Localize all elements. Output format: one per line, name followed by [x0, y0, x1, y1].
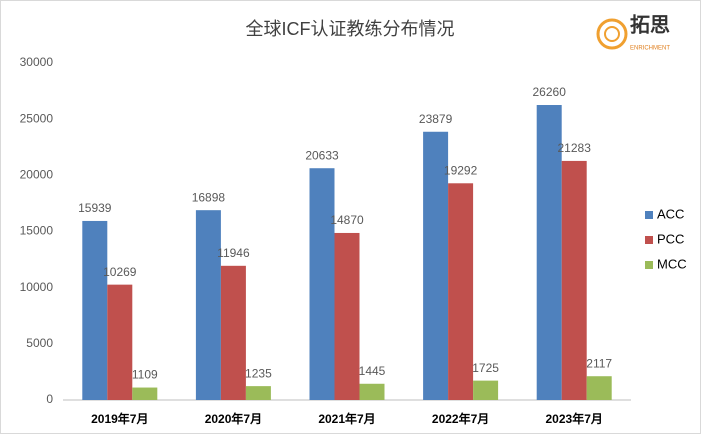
x-tick-label: 2021年7月 [318, 411, 375, 426]
bar [448, 183, 474, 400]
data-label: 11946 [217, 246, 250, 260]
x-tick-label: 2020年7月 [205, 411, 262, 426]
data-label: 21283 [558, 141, 592, 155]
bar [132, 387, 158, 400]
logo: 拓思 ENRICHMENT [596, 13, 670, 52]
bar [473, 380, 499, 400]
y-tick-label: 15000 [20, 224, 54, 238]
bar [586, 376, 612, 400]
bar [561, 160, 587, 400]
data-label: 15939 [78, 201, 112, 215]
bar [334, 232, 360, 400]
bar [245, 386, 271, 400]
data-label: 1109 [132, 368, 158, 382]
bar [536, 105, 562, 400]
legend-label: PCC [657, 231, 684, 246]
data-label: 1725 [472, 361, 499, 375]
data-label: 23879 [419, 112, 453, 126]
legend-swatch [645, 236, 653, 244]
bar [220, 265, 246, 400]
bar [82, 220, 108, 400]
legend-label: ACC [657, 206, 684, 221]
data-label: 19292 [444, 163, 478, 177]
logo-subtitle: ENRICHMENT [630, 46, 670, 52]
data-label: 26260 [533, 85, 567, 99]
y-tick-label: 10000 [20, 280, 54, 294]
data-label: 1445 [359, 364, 386, 378]
logo-icon [596, 18, 628, 50]
bar [309, 168, 335, 400]
legend-label: MCC [657, 256, 687, 271]
x-tick-label: 2019年7月 [91, 411, 148, 426]
x-tick-label: 2022年7月 [432, 411, 489, 426]
y-tick-label: 25000 [20, 111, 54, 125]
data-label: 1235 [245, 366, 272, 380]
y-tick-label: 20000 [20, 168, 54, 182]
data-label: 2117 [586, 356, 612, 370]
x-tick-label: 2023年7月 [546, 411, 603, 426]
bar [195, 210, 221, 400]
chart-title: 全球ICF认证教练分布情况 [246, 19, 455, 39]
bar [107, 284, 133, 400]
bar [423, 131, 449, 401]
legend-swatch [645, 261, 653, 269]
legend-swatch [645, 211, 653, 219]
y-tick-label: 0 [46, 392, 53, 406]
data-label: 10269 [103, 265, 137, 279]
data-label: 20633 [305, 148, 339, 162]
logo-name: 拓思 [630, 13, 670, 36]
y-tick-label: 30000 [20, 55, 54, 69]
bar [359, 383, 385, 400]
y-tick-label: 5000 [26, 336, 53, 350]
data-label: 16898 [192, 190, 226, 204]
data-label: 14870 [330, 213, 364, 227]
logo-icon [604, 26, 620, 42]
